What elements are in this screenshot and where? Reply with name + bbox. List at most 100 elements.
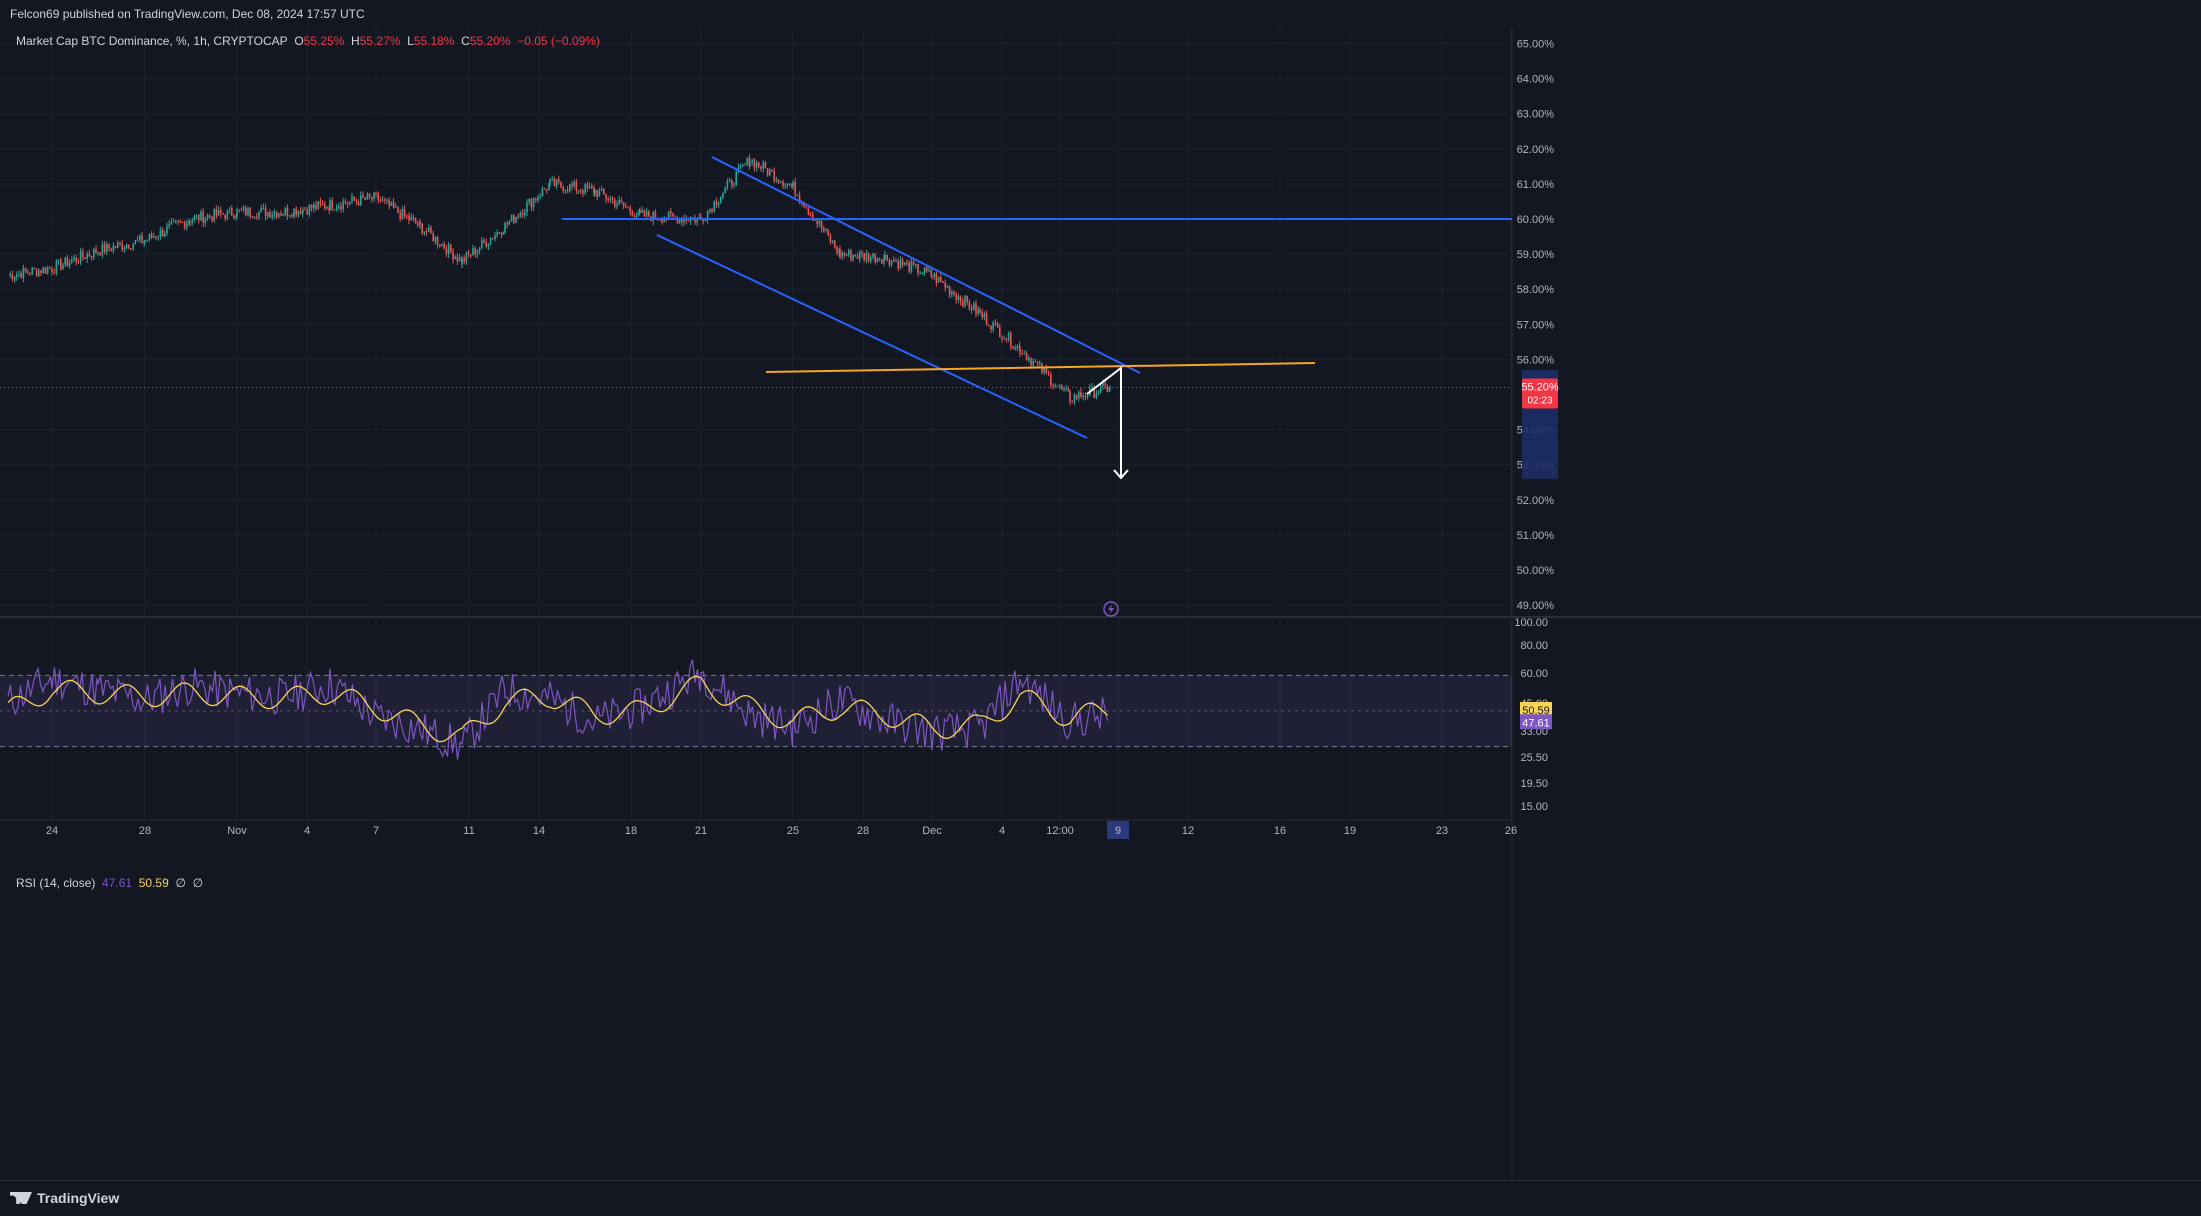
candle-body: [532, 198, 535, 208]
price-tick-label: 62.00%: [1517, 144, 1555, 156]
candle-body: [164, 233, 166, 237]
open-value: 55.25%: [303, 34, 345, 48]
candle-body: [101, 244, 104, 256]
candle-body: [351, 196, 353, 202]
candle-body: [123, 248, 126, 250]
candle-body: [676, 217, 679, 224]
candle-body: [973, 303, 975, 311]
candle-body: [262, 207, 265, 209]
candle-body: [299, 210, 302, 215]
candle-body: [46, 268, 49, 274]
candle-body: [79, 251, 82, 263]
candle-body: [1100, 385, 1102, 393]
candle-body: [609, 198, 612, 201]
price-tick-label: 57.00%: [1517, 319, 1555, 331]
candle-body: [295, 208, 297, 216]
time-tick-label: 4: [999, 825, 1005, 837]
candle-body: [465, 252, 468, 262]
candle-body: [937, 276, 940, 283]
candle-body: [746, 157, 748, 165]
tradingview-logo[interactable]: TradingView: [10, 1190, 119, 1206]
candle-body: [1102, 383, 1104, 386]
candle-body: [489, 237, 492, 244]
candle-body: [258, 211, 260, 218]
time-highlight: [1107, 821, 1129, 839]
brand-text: TradingView: [37, 1190, 120, 1206]
candle-body: [917, 263, 919, 274]
candle-body: [883, 258, 885, 264]
symbol-name: Market Cap BTC Dominance, %, 1h, CRYPTOC…: [16, 34, 288, 48]
candle-body: [755, 162, 758, 168]
candle-body: [260, 207, 262, 212]
candle-body: [598, 190, 601, 197]
candle-body: [209, 215, 211, 217]
candle-body: [146, 239, 148, 241]
candle-body: [1003, 338, 1005, 340]
candle-body: [1080, 392, 1082, 398]
candle-body: [450, 244, 452, 252]
candle-body: [273, 212, 276, 215]
candle-body: [720, 197, 722, 203]
candle-body: [988, 324, 990, 326]
candle-body: [762, 162, 764, 169]
candle-body: [709, 208, 711, 212]
candle-body: [670, 211, 672, 214]
candle-body: [792, 181, 794, 187]
candle-body: [461, 258, 463, 265]
candle-body: [930, 269, 932, 276]
candle-body: [478, 247, 481, 251]
candle-body: [515, 216, 517, 223]
candle-body: [251, 216, 254, 218]
candle-body: [38, 270, 40, 276]
candle-body: [818, 220, 821, 225]
price-tick-label: 65.00%: [1517, 39, 1555, 51]
candle-body: [996, 322, 999, 328]
candle-body: [224, 214, 226, 219]
candle-body: [893, 260, 895, 262]
candle-body: [159, 229, 162, 238]
candle-body: [432, 233, 434, 242]
candle-body: [346, 203, 349, 205]
candle-body: [27, 271, 29, 274]
candle-body: [519, 212, 522, 218]
candle-body: [926, 267, 928, 271]
candle-body: [717, 202, 720, 206]
candle-body: [64, 257, 66, 265]
candle-body: [1001, 337, 1003, 339]
candle-body: [357, 201, 360, 206]
candle-body: [377, 193, 379, 201]
candle-body: [132, 243, 134, 249]
candle-body: [560, 181, 562, 187]
candle-body: [517, 216, 519, 218]
candle-body: [791, 184, 793, 187]
candle-body: [1034, 361, 1037, 363]
candle-body: [364, 197, 366, 200]
candle-body: [103, 244, 106, 253]
candle-body: [403, 208, 406, 216]
candle-body: [388, 199, 390, 206]
candle-body: [414, 218, 417, 224]
candle-body: [130, 248, 132, 250]
candle-body: [1073, 394, 1076, 402]
time-tick-label: Dec: [922, 825, 942, 837]
candle-body: [904, 262, 906, 266]
candle-body: [430, 227, 432, 234]
candle-body: [136, 239, 139, 241]
candle-body: [476, 250, 479, 255]
candle-body: [944, 282, 946, 288]
candle-body: [392, 201, 395, 208]
candle-body: [40, 270, 42, 274]
candle-body: [594, 189, 596, 194]
candle-body: [390, 201, 393, 206]
candle-body: [395, 206, 397, 208]
candle-body: [222, 213, 224, 215]
chart-canvas[interactable]: 65.00% 64.00% 63.00% 62.00% 61.00% 60.00% 59.0…: [0, 28, 2201, 1180]
candle-body: [605, 194, 607, 199]
candle-body: [923, 267, 926, 273]
candle-body: [434, 236, 437, 242]
candle-body: [11, 274, 14, 280]
candle-body: [575, 181, 578, 191]
price-tick-label: 51.00%: [1517, 530, 1555, 542]
candle-body: [282, 214, 284, 216]
candle-body: [150, 233, 153, 238]
